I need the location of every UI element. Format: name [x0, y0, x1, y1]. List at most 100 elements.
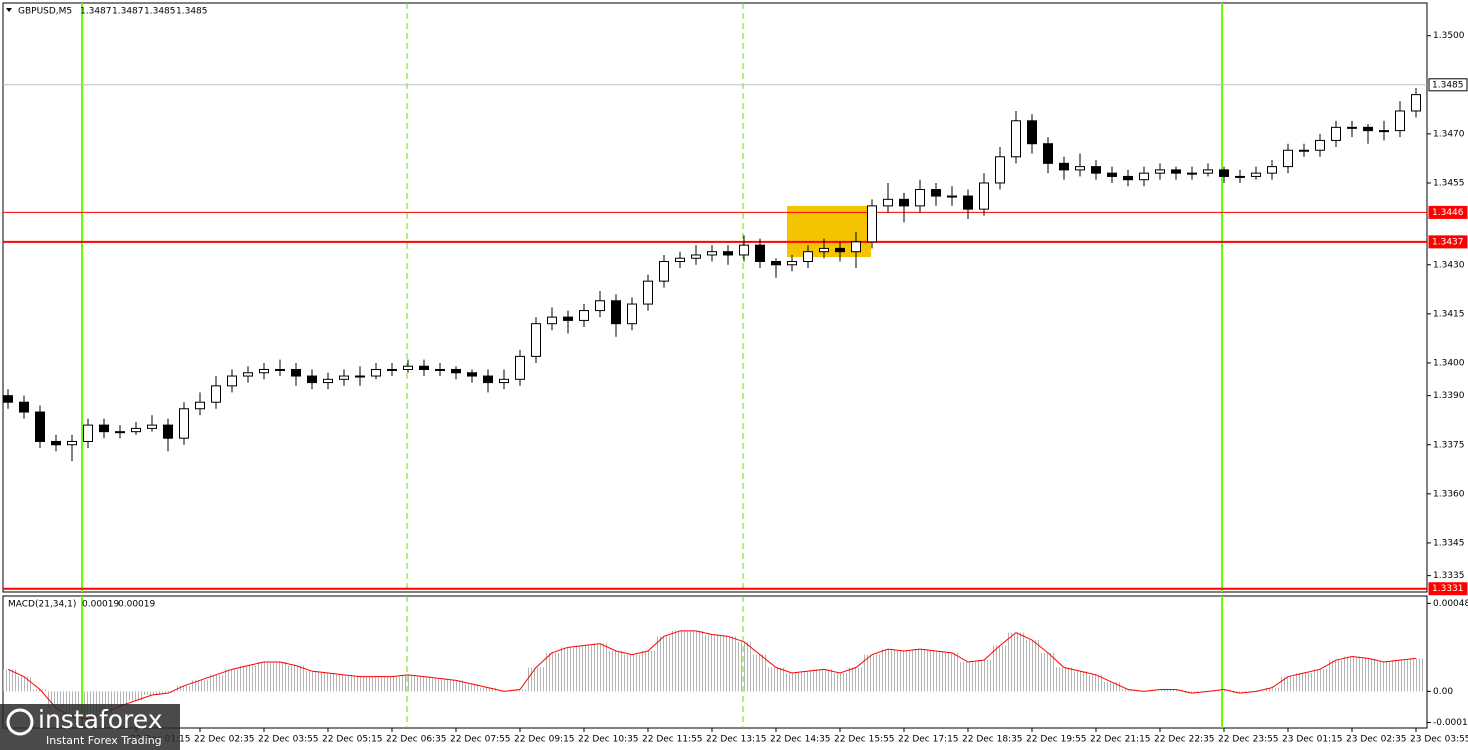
macd-bar — [256, 662, 272, 692]
candle-body — [179, 408, 189, 439]
macd-bar — [992, 645, 1008, 692]
candle-body — [723, 251, 733, 256]
x-tick-label: 22 Dec 06:35 — [386, 735, 447, 745]
candle-body — [147, 424, 157, 429]
level-label: 1.3446 — [1432, 208, 1464, 218]
x-tick-label: 22 Dec 17:15 — [898, 735, 959, 745]
macd-bar — [448, 680, 464, 692]
candle-body — [1139, 172, 1149, 181]
macd-bar — [944, 652, 960, 692]
macd-bar — [608, 651, 624, 692]
candle-body — [243, 372, 253, 377]
level-tag — [1428, 78, 1468, 92]
macd-bar — [976, 660, 992, 692]
watermark: instaforex Instant Forex Trading — [0, 704, 180, 750]
candle-body — [451, 368, 461, 374]
macd-bar — [1216, 689, 1232, 692]
candle-body — [1267, 166, 1277, 174]
candle-body — [1059, 162, 1069, 171]
candle-body — [3, 395, 13, 403]
macd-bar — [1040, 652, 1056, 692]
y-tick-label: 1.3500 — [1433, 31, 1465, 41]
macd-bar — [688, 630, 704, 692]
x-tick-label: 23 Dec 03:55 — [1410, 735, 1468, 745]
macd-bar — [896, 651, 912, 692]
level-tag — [1428, 205, 1468, 219]
macd-bar — [912, 649, 928, 692]
macd-bar — [1088, 674, 1104, 692]
candle-body — [835, 247, 845, 253]
x-tick-label: 22 Dec 14:35 — [770, 735, 831, 745]
candle-body — [67, 440, 77, 446]
candle-body — [1363, 126, 1373, 132]
candle-body — [595, 300, 605, 312]
quote: 1.3485 — [144, 7, 176, 17]
macd-bar — [640, 651, 656, 692]
macd-bar — [720, 636, 736, 692]
macd-bar — [1392, 660, 1408, 692]
watermark-slogan: Instant Forex Trading — [46, 734, 162, 747]
macd-bar — [336, 674, 352, 692]
macd-bar — [224, 669, 240, 692]
candle-body — [1027, 120, 1037, 145]
candle-body — [355, 375, 365, 378]
candle-body — [675, 257, 685, 263]
macd-bar — [544, 652, 560, 692]
candle-body — [1203, 169, 1213, 174]
candle-body — [531, 323, 541, 357]
macd-bar — [880, 649, 896, 692]
candle-body — [1347, 126, 1357, 129]
y-tick-label: 1.3375 — [1433, 440, 1465, 450]
candle-body — [419, 365, 429, 370]
candle-body — [1187, 172, 1197, 175]
candle-body — [563, 316, 573, 321]
x-tick-label: 22 Dec 15:55 — [834, 735, 895, 745]
candle-body — [499, 378, 509, 384]
candle-body — [483, 375, 493, 384]
macd-bar — [352, 676, 368, 692]
macd-signal — [7, 630, 1417, 720]
candle-body — [275, 368, 285, 371]
candle-body — [1043, 143, 1053, 164]
macd-bar — [112, 691, 128, 706]
candle-body — [931, 189, 941, 197]
candle-body — [195, 401, 205, 410]
candle-body — [1411, 94, 1421, 112]
candle-body — [627, 303, 637, 325]
candle-body — [707, 251, 717, 256]
macd-panel — [2, 595, 1428, 729]
x-tick-label: 22 Dec 05:15 — [322, 735, 383, 745]
y-tick-label: 1.3345 — [1433, 538, 1465, 548]
macd-bar — [1008, 632, 1024, 692]
x-tick-label: 22 Dec 21:15 — [1090, 735, 1151, 745]
candle-body — [867, 205, 877, 243]
candle-body — [691, 254, 701, 259]
candle-body — [755, 244, 765, 263]
macd-bar — [32, 689, 48, 692]
macd-bar — [480, 687, 496, 692]
macd-bar — [1376, 662, 1392, 692]
macd-bar — [464, 684, 480, 692]
candle-body — [883, 198, 893, 207]
candle-body — [659, 261, 669, 282]
macd-bar — [1264, 687, 1280, 692]
candle-body — [803, 251, 813, 263]
macd-bar — [528, 667, 544, 692]
macd-bar — [864, 654, 880, 692]
macd-bar — [1328, 660, 1344, 692]
level-label: 1.3485 — [1432, 80, 1464, 90]
candle-body — [259, 368, 269, 374]
x-tick-label: 22 Dec 19:55 — [1026, 735, 1087, 745]
x-tick-label: 22 Dec 07:55 — [450, 735, 511, 745]
candle-body — [1011, 120, 1021, 158]
macd-tick-label: 0.00 — [1433, 687, 1453, 697]
candle-body — [1331, 126, 1341, 141]
candle-body — [163, 424, 173, 439]
candle-body — [1283, 149, 1293, 168]
macd-bar — [960, 662, 976, 692]
candle-body — [643, 280, 653, 305]
macd-bar — [576, 645, 592, 692]
y-tick-label: 1.3360 — [1433, 489, 1465, 499]
macd-tick-label: 0.00048 — [1433, 599, 1468, 609]
macd-bar — [384, 676, 400, 692]
